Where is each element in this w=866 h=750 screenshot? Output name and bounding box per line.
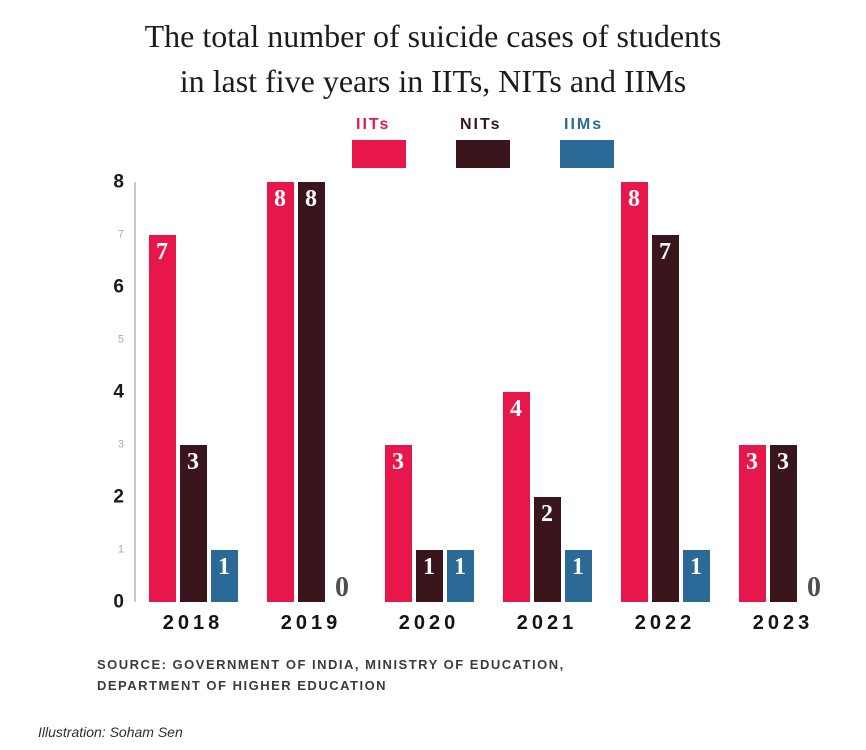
bar-NITs-2021: 2 (533, 497, 561, 602)
y-axis: 0 1 2 3 4 5 6 7 8 (82, 173, 124, 612)
bar-value-label: 8 (274, 186, 286, 212)
bar-IITs-2019: 8 (266, 182, 294, 602)
y-axis-line (134, 182, 136, 602)
y-tick-8: 8 (113, 171, 124, 193)
bar-IIMs-2020: 1 (446, 549, 474, 602)
legend-label-IIMs: IIMs (564, 116, 604, 133)
y-tick-3: 3 (117, 438, 124, 450)
bar-NITs-2019: 8 (297, 182, 325, 602)
bar-value-label: 1 (454, 553, 466, 580)
y-tick-2: 2 (113, 486, 124, 508)
bar-value-label: 7 (156, 238, 168, 265)
plot-area: 7 3 1 2018 8 8 0 2019 3 1 1 2020 4 2 1 2021 8 7 1 2022 3 3 0 20… (134, 182, 842, 635)
bar-value-label: 4 (510, 396, 522, 422)
source-line2: DEPARTMENT OF HIGHER EDUCATION (97, 677, 388, 693)
x-axis-label-2019: 2019 (280, 612, 342, 634)
bar-value-label: 2 (541, 501, 553, 527)
bar-value-label: 3 (777, 448, 789, 475)
y-tick-6: 6 (113, 276, 124, 298)
bar-NITs-2022: 7 (651, 234, 679, 602)
legend-swatch-IIMs (560, 140, 614, 168)
y-tick-5: 5 (117, 333, 124, 345)
legend-item-IITs: IITs (352, 116, 406, 168)
y-tick-4: 4 (113, 381, 124, 403)
bar-cluster-2018: 7 3 1 (148, 182, 238, 602)
bar-value-label: 8 (628, 186, 640, 212)
chart-title-line1: The total number of suicide cases of stu… (144, 18, 722, 54)
legend: IITs NITs IIMs (100, 116, 866, 168)
x-axis-label-2023: 2023 (752, 612, 814, 634)
bar-IITs-2022: 8 (620, 182, 648, 602)
legend-item-IIMs: IIMs (560, 116, 614, 168)
bar-value-label: 3 (746, 448, 758, 475)
bar-value-label: 0 (335, 572, 349, 603)
year-group-2021: 4 2 1 2021 (502, 182, 592, 635)
bar-IIMs-2022: 1 (682, 549, 710, 602)
bar-IITs-2018: 7 (148, 234, 176, 602)
bar-IITs-2020: 3 (384, 444, 412, 602)
year-group-2018: 7 3 1 2018 (148, 182, 238, 635)
source-line1: SOURCE: GOVERNMENT OF INDIA, MINISTRY OF… (97, 657, 565, 672)
bar-value-label: 7 (659, 238, 671, 265)
x-axis-label-2020: 2020 (398, 612, 460, 634)
chart-title: The total number of suicide cases of stu… (0, 14, 866, 104)
bar-value-label: 8 (305, 186, 317, 212)
chart-title-line2: in last five years in IITs, NITs and IIM… (179, 63, 687, 99)
bar-NITs-2020: 1 (415, 549, 443, 602)
legend-swatch-NITs (456, 140, 510, 168)
bar-value-label: 1 (690, 553, 702, 580)
legend-item-NITs: NITs (456, 116, 510, 168)
bar-NITs-2018: 3 (179, 444, 207, 602)
bar-value-label: 1 (218, 553, 230, 580)
bar-IIMs-2018: 1 (210, 549, 238, 602)
year-group-2019: 8 8 0 2019 (266, 182, 356, 635)
legend-label-NITs: NITs (460, 116, 502, 133)
bar-value-label: 1 (572, 553, 584, 580)
bar-NITs-2023: 3 (769, 444, 797, 602)
bar-IITs-2021: 4 (502, 392, 530, 602)
legend-label-IITs: IITs (356, 116, 391, 133)
bar-IIMs-2021: 1 (564, 549, 592, 602)
year-group-2022: 8 7 1 2022 (620, 182, 710, 635)
x-axis-label-2018: 2018 (162, 612, 224, 634)
x-axis-label-2021: 2021 (516, 612, 578, 634)
y-tick-7: 7 (117, 228, 124, 240)
x-axis-label-2022: 2022 (634, 612, 696, 634)
bar-value-label: 0 (807, 572, 821, 603)
year-group-2023: 3 3 0 2023 (738, 182, 828, 635)
y-tick-1: 1 (117, 543, 124, 555)
year-group-2020: 3 1 1 2020 (384, 182, 474, 635)
bar-value-label: 3 (392, 448, 404, 475)
legend-swatch-IITs (352, 140, 406, 168)
source-note: SOURCE: GOVERNMENT OF INDIA, MINISTRY OF… (97, 655, 866, 697)
bar-value-label: 3 (187, 448, 199, 475)
bar-value-label: 1 (423, 553, 435, 580)
illustration-credit: Illustration: Soham Sen (38, 724, 183, 740)
bar-IITs-2023: 3 (738, 444, 766, 602)
y-tick-0: 0 (113, 591, 124, 613)
